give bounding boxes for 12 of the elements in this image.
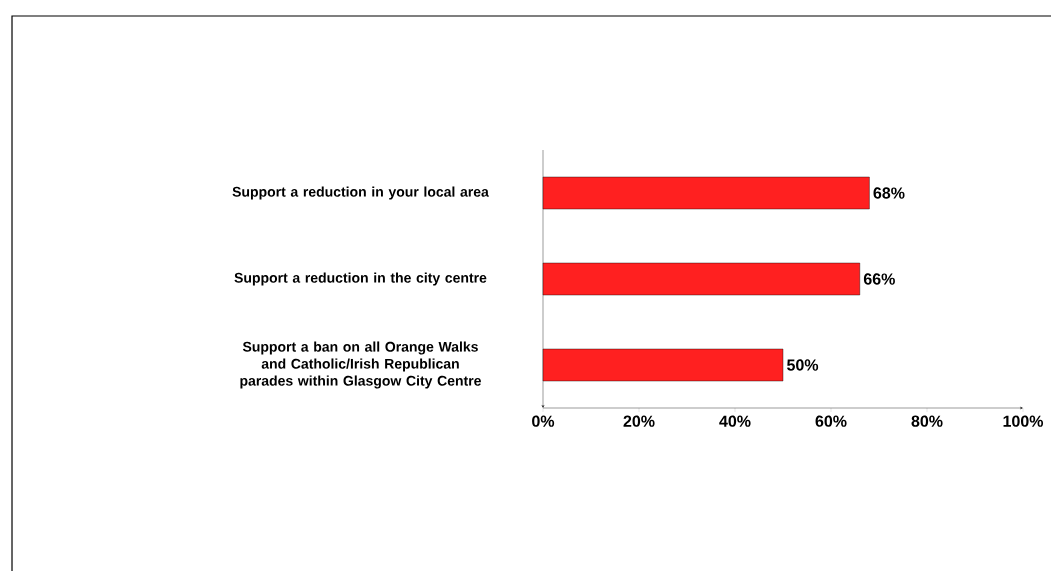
x-tick-label: 20% xyxy=(623,415,655,427)
x-tick-label: 40% xyxy=(719,415,751,427)
x-tick-label: 80% xyxy=(911,415,943,427)
y-tick-label: Support a reduction in the city centre xyxy=(234,272,487,286)
x-tick-label: 100% xyxy=(1003,415,1044,427)
data-label: 66% xyxy=(863,273,895,285)
y-tick-label: Support a reduction in your local area xyxy=(232,186,489,200)
x-tick-label: 60% xyxy=(815,415,847,427)
y-tick-label: Support a ban on all Orange Walks and Catholic/Irish Republican parades within Glasgow City Centre xyxy=(240,341,481,389)
data-label: 50% xyxy=(787,359,819,371)
x-tick-label: 0% xyxy=(532,415,555,427)
data-label: 68% xyxy=(873,187,905,199)
